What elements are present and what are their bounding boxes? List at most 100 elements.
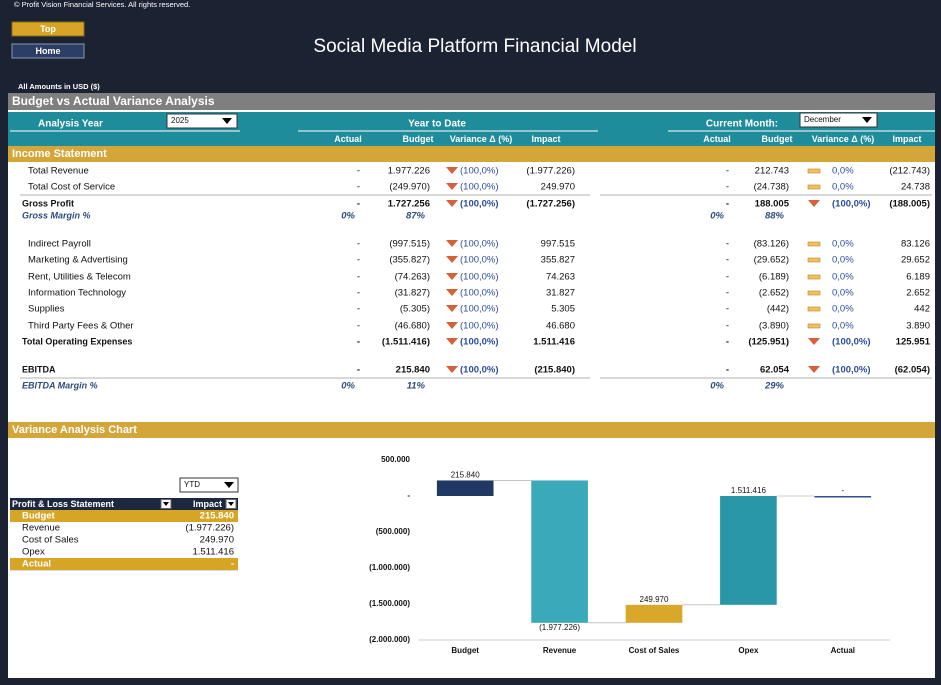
cell-value: - bbox=[357, 337, 360, 348]
year-value[interactable]: 2025 bbox=[171, 116, 189, 125]
cell-value: 24.738 bbox=[901, 182, 930, 193]
bar bbox=[814, 496, 872, 498]
analysis-year-label: Analysis Year bbox=[38, 119, 103, 130]
cell-value: - bbox=[726, 337, 729, 348]
trend-down-icon bbox=[446, 338, 458, 345]
period-dropdown[interactable] bbox=[179, 477, 239, 493]
x-tick-label: Actual bbox=[831, 646, 855, 655]
cell-value: 0,0% bbox=[832, 166, 854, 177]
cell-value: 442 bbox=[914, 304, 930, 315]
cell-value: 0,0% bbox=[832, 321, 854, 332]
top-button-label[interactable]: Top bbox=[40, 24, 56, 34]
dropdown-arrow[interactable] bbox=[222, 118, 232, 124]
column-header: Impact bbox=[892, 134, 921, 144]
row-label: Information Technology bbox=[28, 288, 126, 299]
cell-value: (3.890) bbox=[759, 321, 789, 332]
ytd-header: Year to Date bbox=[408, 119, 466, 130]
filter-arrow[interactable] bbox=[163, 502, 169, 506]
top-button[interactable] bbox=[11, 21, 85, 37]
cell-value: (212.743) bbox=[889, 166, 930, 177]
row-label: Total Cost of Service bbox=[28, 182, 115, 193]
trend-down-icon bbox=[808, 200, 820, 207]
cell-value: (100,0%) bbox=[460, 272, 499, 283]
cell-value: 29% bbox=[764, 381, 785, 392]
trend-down-icon bbox=[446, 200, 458, 207]
copyright: © Profit Vision Financial Services. All … bbox=[14, 0, 190, 9]
y-tick-label: (1.500.000) bbox=[369, 599, 410, 608]
cell-value: (100,0%) bbox=[460, 255, 499, 266]
y-tick-label: - bbox=[407, 491, 410, 500]
y-tick-label: 500.000 bbox=[381, 455, 410, 464]
cell-value: 31.827 bbox=[546, 288, 575, 299]
cell-value: (100,0%) bbox=[460, 166, 499, 177]
month-value[interactable]: December bbox=[804, 115, 841, 124]
income-title: Income Statement bbox=[12, 148, 107, 160]
chart-bar bbox=[8, 422, 935, 438]
cell-value: (100,0%) bbox=[460, 321, 499, 332]
cell-value: (6.189) bbox=[759, 272, 789, 283]
column-header: Variance Δ (%) bbox=[450, 134, 513, 144]
pl-label: Budget bbox=[22, 511, 56, 522]
dropdown-arrow[interactable] bbox=[224, 482, 234, 488]
cell-value: - bbox=[726, 321, 729, 332]
cell-value: 355.827 bbox=[541, 255, 575, 266]
cell-value: 0,0% bbox=[832, 255, 854, 266]
cell-value: (100,0%) bbox=[832, 365, 871, 376]
cell-value: 212.743 bbox=[755, 166, 789, 177]
value-label: 249.970 bbox=[640, 595, 669, 604]
trend-flat-icon bbox=[807, 257, 821, 263]
x-tick-label: Budget bbox=[451, 646, 479, 655]
row-label: Gross Margin % bbox=[22, 210, 91, 220]
trend-down-icon bbox=[808, 338, 820, 345]
trend-flat-icon bbox=[807, 306, 821, 312]
chart-section-title: Variance Analysis Chart bbox=[12, 424, 137, 436]
cell-value: (100,0%) bbox=[460, 304, 499, 315]
y-tick-label: (500.000) bbox=[376, 527, 411, 536]
x-tick-label: Cost of Sales bbox=[629, 646, 680, 655]
cell-value: 3.890 bbox=[906, 321, 930, 332]
pl-header bbox=[10, 498, 238, 510]
pl-header-text: Profit & Loss Statement bbox=[12, 499, 114, 509]
year-dropdown[interactable] bbox=[166, 113, 238, 129]
home-button[interactable] bbox=[11, 43, 85, 59]
cell-value: 62.054 bbox=[760, 365, 790, 376]
bar bbox=[625, 604, 683, 623]
page-title: Social Media Platform Financial Model bbox=[313, 36, 636, 57]
cell-value: 0,0% bbox=[832, 304, 854, 315]
cell-value: - bbox=[726, 304, 729, 315]
row-label: Rent, Utilities & Telecom bbox=[28, 272, 131, 283]
cell-value: 46.680 bbox=[546, 321, 575, 332]
trend-flat-icon bbox=[807, 274, 821, 280]
row-label: EBITDA bbox=[22, 364, 56, 374]
cell-value: 997.515 bbox=[541, 239, 575, 250]
month-dropdown[interactable] bbox=[799, 112, 878, 128]
period-value[interactable]: YTD bbox=[184, 480, 200, 489]
cell-value: (46.680) bbox=[395, 321, 430, 332]
row-label: EBITDA Margin % bbox=[22, 380, 98, 390]
cell-value: - bbox=[357, 166, 360, 177]
cell-value: 1.977.226 bbox=[388, 166, 430, 177]
pl-label: Revenue bbox=[22, 523, 60, 534]
bar bbox=[436, 480, 494, 496]
column-header: Budget bbox=[403, 134, 434, 144]
x-tick-label: Opex bbox=[738, 646, 759, 655]
cell-value: - bbox=[726, 272, 729, 283]
cell-value: 74.263 bbox=[546, 272, 575, 283]
cell-value: (83.126) bbox=[754, 239, 789, 250]
cell-value: 0% bbox=[710, 211, 724, 222]
row-label: Marketing & Advertising bbox=[28, 255, 128, 266]
home-button-label[interactable]: Home bbox=[35, 46, 60, 56]
dropdown-arrow[interactable] bbox=[862, 117, 872, 123]
value-label: 1.511.416 bbox=[731, 486, 767, 495]
row-label: Indirect Payroll bbox=[28, 239, 91, 250]
cell-value: (215.840) bbox=[534, 365, 575, 376]
cell-value: - bbox=[357, 365, 360, 376]
cell-value: (5.305) bbox=[400, 304, 430, 315]
trend-flat-icon bbox=[807, 241, 821, 247]
cell-value: (125.951) bbox=[748, 337, 789, 348]
pl-header-text: Impact bbox=[193, 499, 222, 509]
filter-arrow[interactable] bbox=[228, 502, 234, 506]
cell-value: (355.827) bbox=[389, 255, 430, 266]
